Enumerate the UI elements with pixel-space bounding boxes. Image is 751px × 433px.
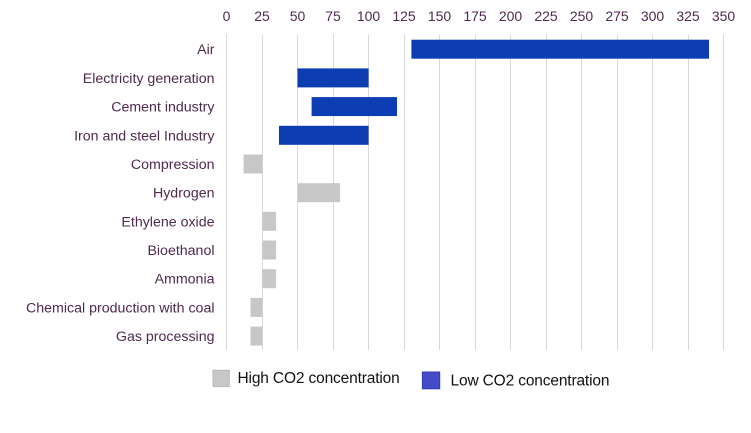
svg-text:100: 100: [357, 8, 381, 24]
svg-text:75: 75: [325, 8, 341, 24]
svg-text:225: 225: [534, 8, 558, 24]
svg-text:Compression: Compression: [131, 157, 215, 173]
svg-text:325: 325: [676, 8, 700, 24]
svg-text:25: 25: [254, 8, 270, 24]
svg-text:50: 50: [290, 8, 306, 24]
svg-text:175: 175: [463, 8, 487, 24]
svg-text:Air: Air: [197, 42, 215, 58]
svg-text:350: 350: [712, 8, 736, 24]
svg-text:Electricity generation: Electricity generation: [83, 71, 215, 87]
svg-text:Hydrogen: Hydrogen: [153, 186, 215, 202]
svg-text:Chemical production with coal: Chemical production with coal: [26, 300, 214, 316]
svg-text:300: 300: [641, 8, 665, 24]
svg-text:125: 125: [392, 8, 416, 24]
svg-text:Iron and steel Industry: Iron and steel Industry: [74, 128, 215, 144]
svg-text:Ethylene oxide: Ethylene oxide: [121, 214, 214, 230]
svg-text:Ammonia: Ammonia: [155, 272, 215, 288]
svg-text:Gas processing: Gas processing: [116, 329, 215, 345]
svg-text:Low CO2 concentration: Low CO2 concentration: [451, 373, 610, 390]
svg-text:High CO2 concentration: High CO2 concentration: [238, 370, 400, 387]
svg-text:250: 250: [570, 8, 594, 24]
svg-text:Cement industry: Cement industry: [111, 100, 215, 116]
svg-text:Bioethanol: Bioethanol: [147, 243, 214, 259]
svg-text:150: 150: [428, 8, 452, 24]
svg-text:275: 275: [605, 8, 629, 24]
svg-text:200: 200: [499, 8, 523, 24]
svg-text:0: 0: [223, 8, 231, 24]
